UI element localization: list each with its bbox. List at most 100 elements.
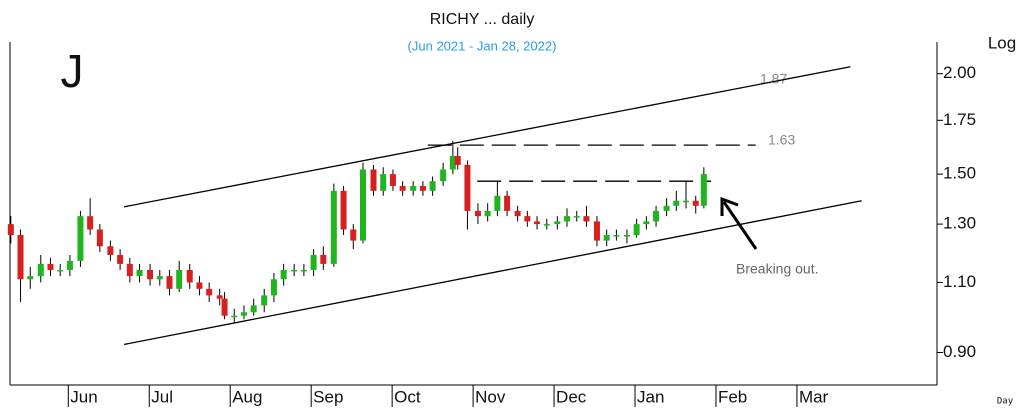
candle-body — [250, 305, 257, 313]
candle-body — [37, 263, 44, 277]
candle-body — [196, 282, 203, 289]
candle-body — [504, 195, 511, 211]
y-tick-label: 1.30 — [943, 214, 976, 233]
candle-body — [310, 254, 317, 270]
candle-body — [136, 269, 143, 277]
candle-body — [216, 295, 223, 299]
candle-body — [449, 155, 456, 170]
candle-body — [514, 210, 521, 217]
candle-body — [350, 229, 357, 241]
candle-body — [663, 205, 670, 211]
candle-body — [583, 216, 590, 222]
candle-body — [231, 315, 238, 318]
x-tick-label: Jul — [151, 387, 173, 406]
arrow — [722, 201, 758, 250]
candle-body — [27, 276, 34, 280]
trend-line — [124, 66, 851, 208]
y-tick-label: 2.00 — [943, 63, 976, 82]
candle-body — [573, 216, 580, 218]
x-tick-label: Nov — [475, 387, 506, 406]
candle-body — [330, 190, 337, 264]
y-tick-label: 1.10 — [943, 272, 976, 291]
candle-body — [291, 269, 298, 272]
candle-body — [300, 269, 307, 272]
x-tick-label: Jun — [70, 387, 97, 406]
candle-body — [221, 298, 228, 316]
candle-body — [359, 169, 366, 241]
candle-body — [126, 263, 133, 277]
candle-body — [494, 195, 501, 211]
candle-body — [554, 221, 561, 225]
annotation: 1.63 — [768, 132, 795, 148]
candle-body — [206, 288, 213, 296]
candle-body — [454, 155, 461, 165]
annotation: Breaking out. — [736, 261, 819, 277]
candle-body — [673, 200, 680, 206]
y-tick-label: 0.90 — [943, 342, 976, 361]
candle-body — [389, 174, 396, 186]
y-tick-label: 1.75 — [943, 110, 976, 129]
candle-body — [147, 269, 154, 280]
candle-body — [340, 190, 347, 230]
candle-body — [543, 224, 550, 226]
candle-body — [653, 210, 660, 222]
candle-body — [107, 246, 114, 255]
arrow-head — [720, 196, 739, 216]
candle-body — [410, 185, 417, 191]
candle-body — [47, 263, 54, 270]
candle-body — [380, 174, 387, 191]
candle-body — [7, 224, 14, 236]
candle-body — [464, 164, 471, 211]
candle-body — [370, 169, 377, 191]
x-tick-label: Mar — [799, 387, 829, 406]
candle-body — [429, 181, 436, 191]
candle-body — [534, 221, 541, 225]
candle-body — [419, 185, 426, 191]
candle-body — [117, 254, 124, 264]
candle-body — [66, 260, 73, 270]
candle-body — [474, 210, 481, 217]
candle-body — [524, 216, 531, 222]
candle-body — [399, 185, 406, 191]
x-tick-label: Jan — [637, 387, 664, 406]
corner-label: J — [61, 45, 84, 97]
y-tick-label: 1.50 — [943, 164, 976, 183]
candle-body — [280, 269, 287, 280]
candle-body — [484, 210, 491, 217]
scale-label: Log — [988, 33, 1016, 52]
candle-body — [57, 269, 64, 272]
candle-body — [261, 295, 268, 306]
candle-body — [692, 200, 699, 206]
candle-body — [156, 276, 163, 280]
candle-body — [17, 235, 24, 280]
candle-body — [240, 312, 247, 316]
candle-body — [270, 279, 277, 296]
candle-body — [186, 269, 193, 283]
candle-body — [700, 174, 707, 206]
x-tick-label: Dec — [556, 387, 587, 406]
candle-body — [623, 235, 630, 237]
chart-subtitle: (Jun 2021 - Jan 28, 2022) — [408, 38, 557, 53]
candle-body — [593, 221, 600, 241]
candle-body — [87, 216, 94, 230]
candle-body — [96, 229, 103, 247]
trend-line — [124, 200, 862, 346]
candle-body — [603, 235, 610, 241]
x-tick-label: Aug — [232, 387, 262, 406]
candle-body — [166, 276, 173, 289]
x-tick-label: Sep — [313, 387, 343, 406]
chart-title: RICHY ... daily — [430, 11, 535, 28]
x-tick-label: Oct — [394, 387, 421, 406]
candle-body — [643, 221, 650, 225]
candle-body — [564, 216, 571, 222]
candle-body — [683, 200, 690, 203]
candle-body — [440, 169, 447, 182]
x-tick-label: Feb — [718, 387, 747, 406]
candle-body — [320, 254, 327, 264]
candle-body — [613, 235, 620, 237]
period-label: Day — [997, 397, 1014, 407]
candle-body — [633, 224, 640, 236]
candle-body — [176, 269, 183, 289]
candle-body — [77, 216, 84, 261]
annotation: 1.87 — [760, 71, 787, 87]
